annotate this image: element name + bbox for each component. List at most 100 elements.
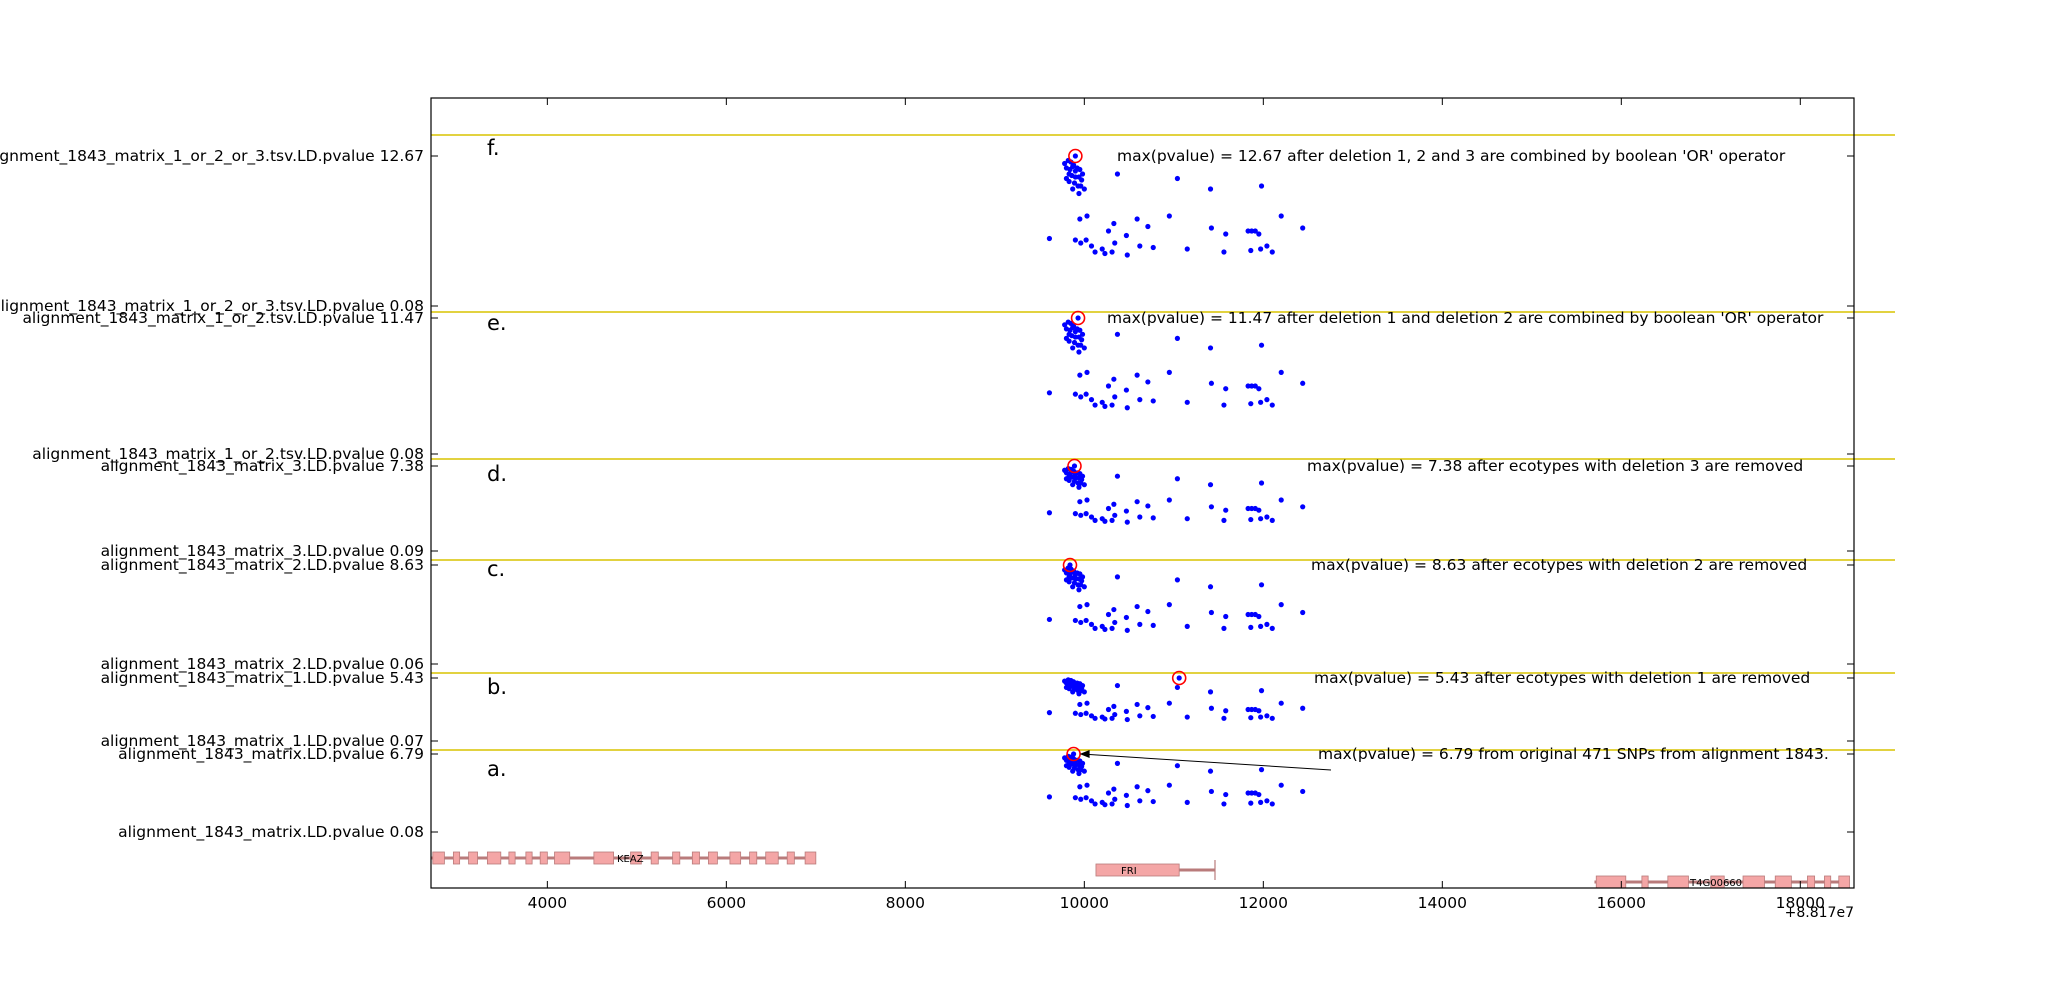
snp-point xyxy=(1066,338,1072,344)
snp-point xyxy=(1249,790,1255,796)
snp-point xyxy=(1109,625,1115,631)
snp-point xyxy=(1083,617,1089,624)
snp-point xyxy=(1184,399,1190,405)
snp-point xyxy=(1114,473,1121,479)
snp-point xyxy=(1258,399,1264,405)
snp-point xyxy=(1078,711,1084,718)
snp-point xyxy=(1088,243,1095,249)
snp-point xyxy=(1114,574,1121,580)
snp-point xyxy=(1258,342,1265,348)
x-tick-label: 4000 xyxy=(528,894,567,912)
snp-point xyxy=(1066,764,1072,770)
snp-point xyxy=(1066,178,1072,185)
gene-exon xyxy=(554,851,571,865)
snp-point xyxy=(1072,391,1078,397)
snp-point xyxy=(1208,609,1215,616)
snp-point xyxy=(1071,180,1078,186)
snp-point xyxy=(1221,625,1227,631)
snp-point xyxy=(1109,517,1115,524)
snp-point xyxy=(1137,397,1143,403)
snp-point xyxy=(1072,510,1078,517)
snp-point xyxy=(1071,339,1078,346)
snp-point xyxy=(1109,801,1115,807)
snp-point xyxy=(1221,517,1227,524)
snp-point xyxy=(1062,160,1068,167)
gene-fri: FRI xyxy=(1095,860,1216,880)
snp-point xyxy=(1269,715,1275,721)
snp-point xyxy=(1088,397,1095,403)
snp-point xyxy=(1105,505,1112,512)
snp-point xyxy=(1137,243,1143,249)
snp-point xyxy=(1112,512,1118,518)
snp-point xyxy=(1092,249,1098,255)
snp-point xyxy=(1083,237,1089,243)
snp-point xyxy=(1258,183,1265,189)
panel-bottom-label: alignment_1843_matrix_2.LD.pvalue 0.06 xyxy=(101,655,424,674)
snp-point xyxy=(1084,213,1090,219)
snp-point xyxy=(1111,220,1117,227)
max-snp-point xyxy=(1176,675,1182,681)
snp-point xyxy=(1092,402,1098,408)
gene-exon xyxy=(508,851,516,865)
x-offset-label: +8.817e7 xyxy=(1785,905,1854,921)
snp-point xyxy=(1112,711,1118,718)
snp-point xyxy=(1248,800,1254,806)
snp-point xyxy=(1252,228,1258,234)
snp-point xyxy=(1145,788,1151,794)
panel-bottom-label: alignment_1843_matrix_3.LD.pvalue 0.09 xyxy=(101,542,424,561)
snp-point xyxy=(1077,499,1083,505)
gene-keaz: KEAZ xyxy=(431,851,817,865)
snp-point xyxy=(1249,228,1255,234)
snp-point xyxy=(1207,482,1214,488)
snp-point xyxy=(1174,684,1181,691)
snp-point xyxy=(1102,250,1108,257)
snp-point xyxy=(1109,715,1115,721)
snp-point xyxy=(1166,782,1172,788)
snp-point xyxy=(1278,782,1284,788)
gene-exon xyxy=(1641,875,1649,889)
gene-exon xyxy=(672,851,681,865)
snp-point xyxy=(1088,514,1095,520)
snp-point xyxy=(1300,705,1306,711)
snp-point xyxy=(1150,515,1156,521)
max-point-marker xyxy=(1067,458,1082,474)
snp-point xyxy=(1123,387,1129,393)
snp-point xyxy=(1105,383,1112,389)
snp-point xyxy=(1166,369,1172,375)
snp-point xyxy=(1084,369,1090,375)
snp-point xyxy=(1134,499,1140,505)
snp-point xyxy=(1223,386,1229,392)
snp-point xyxy=(1150,798,1156,805)
snp-point xyxy=(1066,579,1072,585)
snp-point xyxy=(1079,578,1085,584)
snp-point xyxy=(1081,482,1087,488)
panel-a: alignment_1843_matrix.LD.pvalue 6.79 alig… xyxy=(118,745,1895,842)
max-point-marker xyxy=(1070,310,1086,326)
gene-exon xyxy=(630,851,642,865)
snp-point xyxy=(1078,240,1084,246)
snp-point xyxy=(1046,794,1053,800)
snp-point xyxy=(1072,576,1078,582)
max-snp-point xyxy=(1070,751,1077,757)
snp-point xyxy=(1046,510,1053,516)
snp-point xyxy=(1105,790,1112,796)
snp-point xyxy=(1269,249,1275,255)
snp-point xyxy=(1072,174,1078,180)
max-snp-point xyxy=(1067,562,1073,568)
snp-point xyxy=(1112,394,1118,400)
snp-point xyxy=(1070,345,1076,351)
snp-point xyxy=(1105,228,1112,234)
snp-point xyxy=(1134,372,1140,378)
snp-point xyxy=(1256,386,1262,392)
snp-point xyxy=(1150,622,1156,628)
snp-point xyxy=(1105,706,1112,713)
snp-point xyxy=(1258,799,1264,805)
snp-point xyxy=(1123,508,1129,514)
snp-point xyxy=(1046,616,1053,623)
panel-top-label: alignment_1843_matrix_1_or_2.tsv.LD.pval… xyxy=(22,309,424,328)
snp-point xyxy=(1256,507,1262,513)
snp-point xyxy=(1111,703,1117,709)
snp-point xyxy=(1084,497,1090,503)
x-tick-label: 18000 xyxy=(1776,894,1825,912)
snp-point xyxy=(1258,714,1264,720)
